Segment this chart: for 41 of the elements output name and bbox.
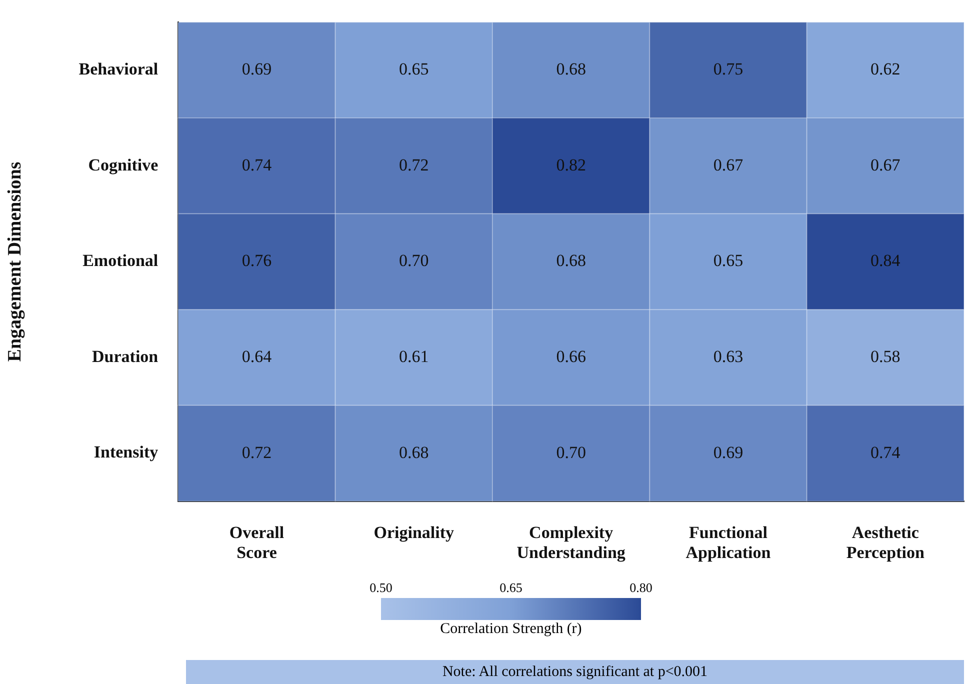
data-label: 0.69 xyxy=(713,442,744,462)
data-label: 0.72 xyxy=(399,155,429,174)
data-label: 0.65 xyxy=(399,60,429,79)
y-tick-label: Intensity xyxy=(94,442,159,462)
data-label: 0.66 xyxy=(556,346,586,366)
data-label: 0.63 xyxy=(713,346,744,366)
data-label: 0.68 xyxy=(556,60,586,79)
x-tick-label: Overall Score xyxy=(229,522,284,562)
data-label: 0.82 xyxy=(556,155,586,174)
data-label: 0.65 xyxy=(713,251,744,270)
y-tick-label: Duration xyxy=(92,346,159,366)
data-label: 0.76 xyxy=(242,251,272,270)
color-bar-title: Correlation Strength (r) xyxy=(439,621,583,638)
data-label: 0.61 xyxy=(399,346,429,366)
data-label: 0.70 xyxy=(556,442,586,462)
y-tick-label: Cognitive xyxy=(88,155,159,174)
data-label: 0.70 xyxy=(399,251,429,270)
data-label: 0.64 xyxy=(242,346,272,366)
data-label: 0.62 xyxy=(870,60,900,79)
data-label: 0.67 xyxy=(870,155,901,174)
data-label: 0.68 xyxy=(399,442,429,462)
data-label: 0.74 xyxy=(870,442,901,462)
y-tick-label: Behavioral xyxy=(78,59,158,78)
data-label: 0.72 xyxy=(242,442,272,462)
text: Note: All correlations significant at p<0.001 xyxy=(186,660,964,684)
data-label: 0.74 xyxy=(242,155,272,174)
y-axis-title: Engagement Dimensions xyxy=(4,162,26,362)
x-tick-label: Functional Application xyxy=(686,522,772,562)
data-label: 0.58 xyxy=(870,346,900,366)
data-label: 0.75 xyxy=(713,60,744,79)
x-tick-label: Originality xyxy=(374,522,455,542)
data-label: 0.67 xyxy=(713,155,744,174)
color-bar-label: 0.50 xyxy=(370,580,392,596)
data-label: 0.84 xyxy=(870,251,901,270)
x-tick-label: Complexity Understanding xyxy=(516,522,626,562)
data-label: 0.68 xyxy=(556,251,586,270)
x-tick-label: Aesthetic Perception xyxy=(846,522,925,562)
color-bar-label: 0.80 xyxy=(630,580,652,596)
y-tick-label: Emotional xyxy=(82,251,158,270)
data-label: 0.69 xyxy=(242,60,272,79)
color-bar-label: 0.65 xyxy=(500,580,522,596)
